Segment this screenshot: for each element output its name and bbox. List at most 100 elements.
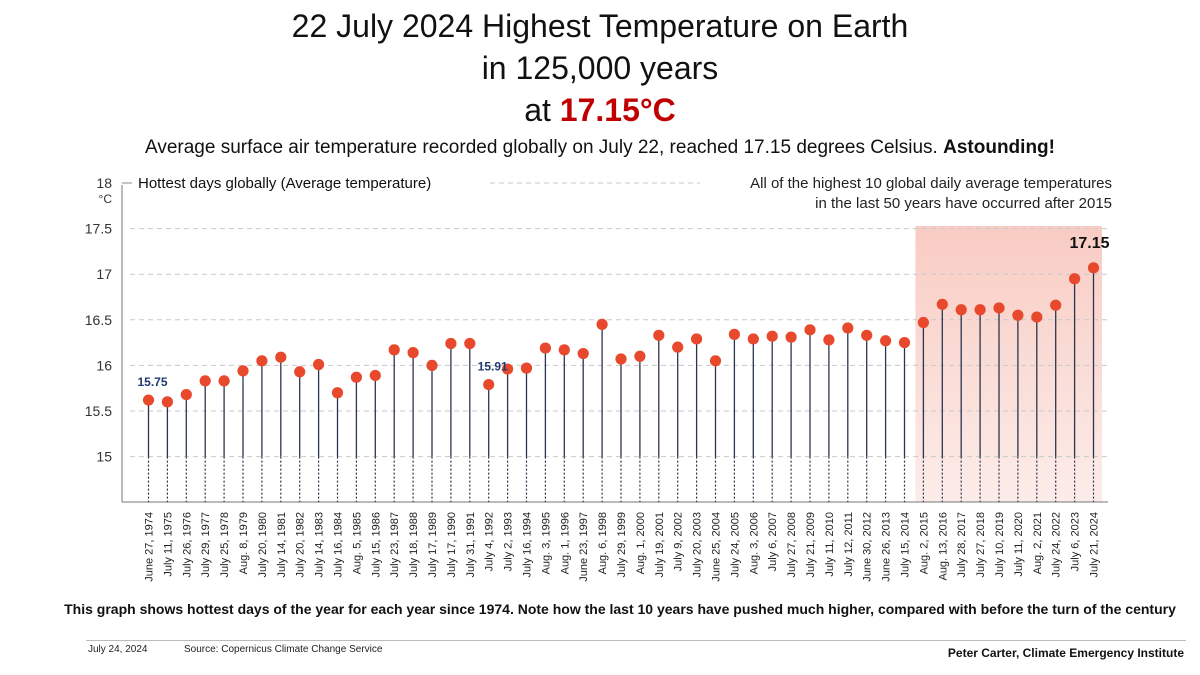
x-tick-label: June 26, 2013 [881,512,893,582]
x-tick-label: July 27, 2008 [786,512,798,577]
data-point [747,333,759,345]
data-point [766,330,778,342]
data-point [880,335,892,347]
x-tick-label: July 24, 2005 [729,512,741,577]
subtitle-emphasis: Astounding! [943,137,1055,158]
x-tick-label: July 14, 1981 [276,512,288,577]
x-tick-label: July 11, 2020 [1013,512,1025,577]
data-point [672,341,684,353]
subtitle: Average surface air temperature recorded… [0,137,1200,159]
data-point [917,316,930,329]
x-tick-label: July 17, 1989 [427,512,439,577]
y-tick-label: 15 [96,449,112,465]
data-point [936,298,948,310]
x-tick-label: July 28, 2017 [956,512,968,577]
data-point [369,369,381,382]
data-point [842,322,854,334]
main-title-line-3: at 17.15°C [0,90,1200,130]
data-point [615,353,627,365]
data-point [539,342,552,354]
x-tick-label: Aug. 2, 2015 [918,512,930,574]
data-point [993,302,1005,314]
data-point [709,355,722,367]
data-point [520,362,533,374]
data-point [1012,309,1024,321]
data-point [350,371,362,383]
x-tick-label: Aug. 8, 1979 [238,512,250,574]
data-point [823,334,835,346]
data-point [728,328,741,340]
bottom-note: This graph shows hottest days of the yea… [64,601,1176,617]
data-point [256,355,268,367]
data-point [331,387,344,399]
data-point [577,347,589,360]
y-tick-label: 16 [96,357,112,373]
data-point [785,331,797,343]
x-tick-label: June 30, 2012 [862,512,874,582]
x-tick-label: Aug. 3, 1995 [540,512,552,574]
data-point [294,366,306,378]
record-temperature: 17.15°C [559,92,676,128]
data-point [218,375,230,387]
data-point [955,304,967,316]
chart-title: Hottest days globally (Average temperatu… [138,175,431,192]
x-tick-label: July 20, 1982 [295,512,307,577]
footer-date: July 24, 2024 [88,644,148,655]
data-point [483,378,495,391]
x-tick-label: July 16, 1994 [522,512,534,577]
data-point [313,358,325,371]
x-tick-label: July 20, 2003 [692,512,704,577]
x-tick-label: July 25, 1978 [219,512,231,577]
temperature-chart: 15 15.5 16 16.5 17 17.5 18°C Hottest days globa… [85,175,1112,582]
data-point [275,351,287,363]
x-tick-label: Aug. 2, 2021 [1032,512,1044,574]
x-tick-label: July 15, 2014 [900,512,912,577]
data-point [161,396,173,408]
data-point [634,350,646,362]
x-tick-label: July 26, 1976 [181,512,193,577]
x-tick-label: July 6, 2007 [767,512,779,571]
x-tick-label: July 15, 1986 [370,512,382,577]
main-title-line-2: in 125,000 years [481,50,719,86]
x-tick-label: July 9, 2002 [673,512,685,571]
subtitle-text: Average surface air temperature recorded… [145,137,944,158]
data-point [898,337,911,349]
data-point [142,394,155,406]
post-2015-highlight [915,226,1102,502]
x-tick-label: Aug. 13, 2016 [937,512,949,581]
x-tick-label: July 29, 1977 [200,512,212,577]
y-axis-unit: °C [99,192,113,206]
data-point [974,304,986,316]
main-title-line-1: 22 July 2024 Highest Temperature on Eart… [291,8,909,44]
footer-credit: Peter Carter, Climate Emergency Institut… [947,646,1184,660]
x-tick-label: Aug. 3, 2006 [748,512,760,574]
y-tick-label: 18 [96,175,112,191]
footer-divider [86,640,1186,641]
data-point [861,329,873,341]
x-tick-label: July 2, 1993 [503,512,515,571]
data-point [502,363,514,375]
x-tick-label: July 24, 2022 [1051,512,1063,577]
x-tick-label: July 16, 1984 [333,512,345,577]
data-point [237,365,249,377]
x-tick-label: Aug. 6, 1998 [597,512,609,574]
y-tick-label: 15.5 [85,403,112,419]
x-tick-label: July 4, 1992 [484,512,496,571]
x-tick-label: July 21, 2024 [1089,512,1101,577]
x-tick-label: July 21, 2009 [805,512,817,577]
data-point [445,337,457,350]
data-point [388,344,400,356]
footer-source: Source: Copernicus Climate Change Servic… [184,644,383,655]
x-tick-label: July 18, 1988 [408,512,420,577]
x-tick-label: June 25, 2004 [711,512,723,582]
data-point [1050,299,1062,311]
data-label: 15.75 [137,375,167,389]
x-tick-label: Aug. 1, 1996 [559,512,571,574]
x-tick-label: July 6, 2023 [1070,512,1082,571]
x-tick-label: July 12, 2011 [843,512,855,577]
y-tick-label: 17.5 [85,221,112,237]
x-tick-label: June 23, 1997 [578,512,590,582]
x-tick-label: July 27, 2018 [975,512,987,577]
data-point [691,333,703,345]
data-point [464,337,476,350]
